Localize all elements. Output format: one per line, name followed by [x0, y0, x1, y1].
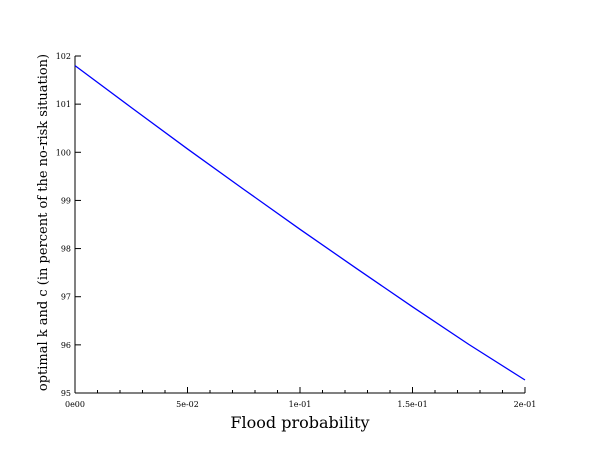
y-tick-label: 100	[56, 148, 71, 157]
x-axis-title: Flood probability	[230, 413, 369, 432]
x-tick-label: 0e00	[65, 400, 85, 409]
x-ticks: 0e00 5e-02 1e-01 1.5e-01 2e-01	[65, 387, 536, 409]
x-tick-label: 1e-01	[289, 400, 312, 409]
y-tick-label: 102	[56, 52, 71, 61]
y-tick-label: 97	[61, 293, 71, 302]
y-tick-label: 98	[61, 245, 71, 254]
y-tick-label: 101	[56, 100, 71, 109]
y-tick-label: 99	[61, 196, 71, 205]
y-ticks: 95 96 97 98 99 100 101 102	[56, 52, 81, 398]
y-axis-title: optimal k and c (in percent of the no-ri…	[36, 54, 51, 391]
y-tick-label: 96	[61, 341, 71, 350]
x-tick-label: 2e-01	[514, 400, 537, 409]
series-line	[74, 65, 526, 381]
x-tick-label: 5e-02	[176, 400, 199, 409]
y-tick-label: 95	[61, 389, 71, 398]
x-tick-label: 1.5e-01	[397, 400, 427, 409]
axes	[74, 56, 525, 394]
x-minor-ticks	[97, 390, 503, 393]
series-group	[74, 65, 526, 381]
